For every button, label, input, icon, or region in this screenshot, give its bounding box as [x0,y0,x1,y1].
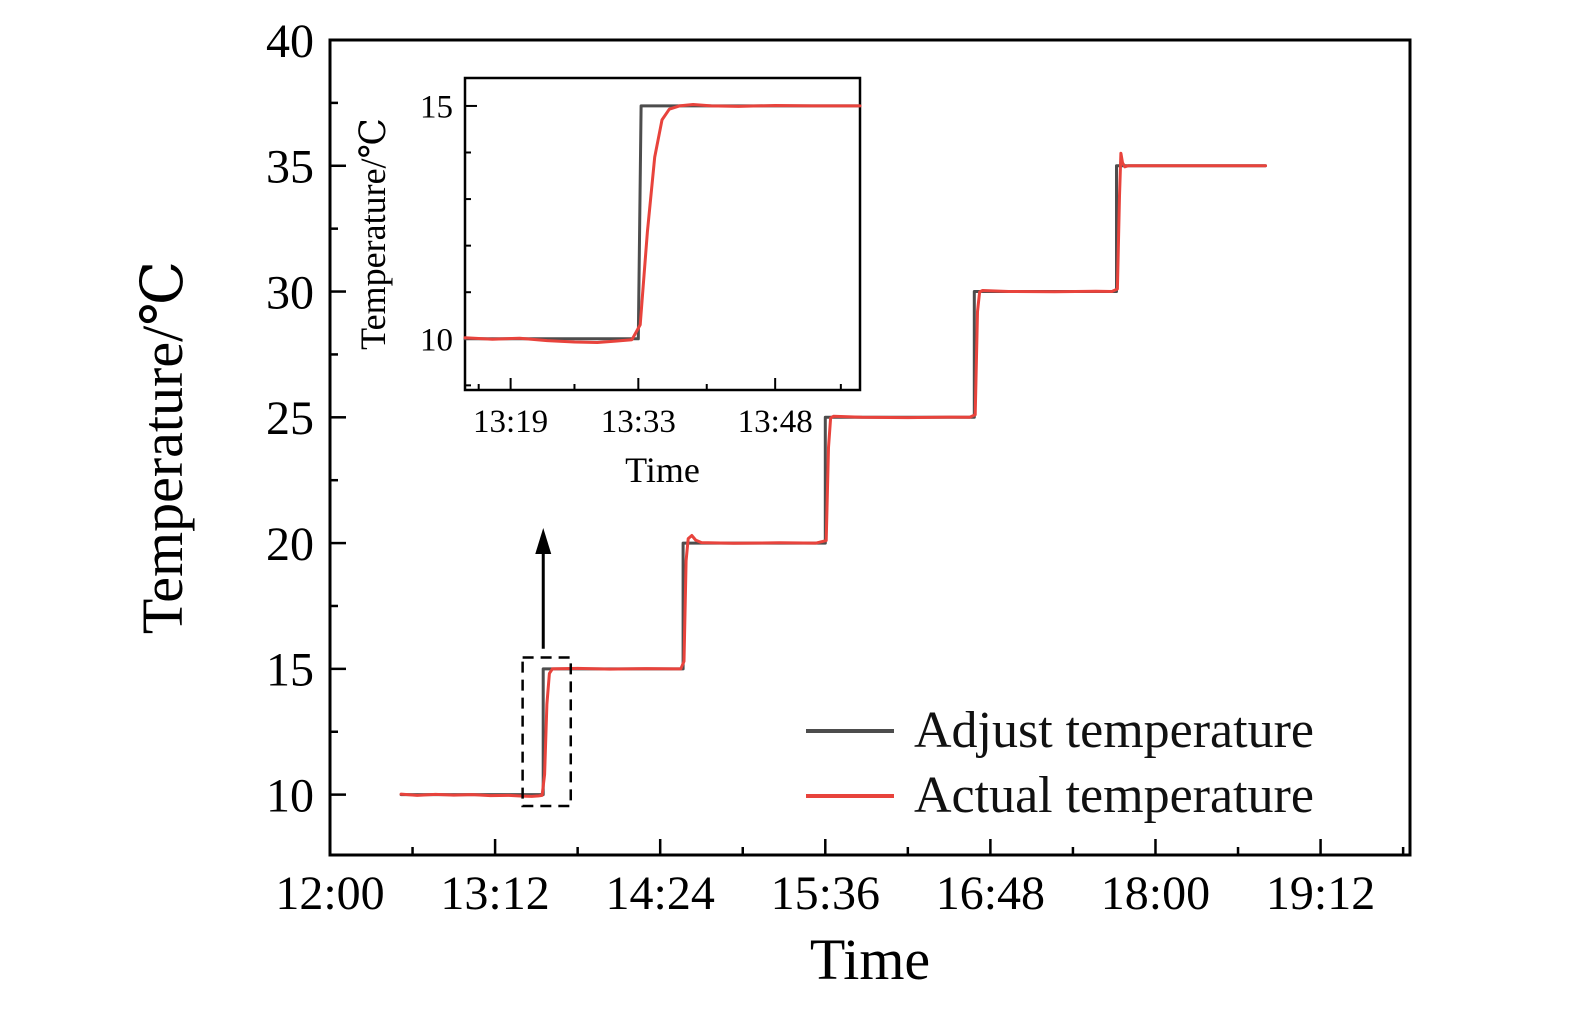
main-x-tick-label: 16:48 [936,867,1045,920]
zoom-annotation [521,527,573,808]
main-x-tick-label: 15:36 [771,867,880,920]
main-x-tick-label: 18:00 [1101,867,1210,920]
inset-y-tick-label: 10 [420,322,453,358]
actual-temperature-line-sample [806,793,894,798]
legend-label-adjust-temperature: Adjust temperature [914,702,1314,759]
main-y-axis-title: Temperature/℃ [130,261,195,634]
main-y-tick-label: 40 [266,15,314,68]
main-plot: 12:00 13:12 14:24 15:36 16:48 18:00 19:12 10 15 2… [130,15,1412,992]
inset-y-axis-title: Temperature/℃ [353,118,393,350]
highlight-dashed-box [521,656,573,808]
inset-x-tick-label: 13:19 [473,404,548,440]
main-x-tick-label: 19:12 [1266,867,1375,920]
legend-item-adjust-temperature: Adjust temperature [806,702,1314,759]
inset-x-tick-label: 13:48 [738,404,813,440]
inset-y-tick-label: 15 [420,89,453,125]
main-frame [328,38,1412,857]
inset-x-axis-title: Time [625,450,700,490]
main-x-tick-label: 14:24 [606,867,715,920]
main-y-tick-label: 10 [266,769,314,822]
actual-temperature-line [399,151,1267,798]
legend-label-actual-temperature: Actual temperature [914,767,1314,825]
inset-x-tick-label: 13:33 [601,404,676,440]
adjust-temperature-line-sample [806,728,894,733]
main-y-tick-label: 25 [266,392,314,445]
zoom-arrow-head [535,527,552,554]
main-x-tick-label: 13:12 [440,867,549,920]
legend-item-actual-temperature: Actual temperature [806,767,1314,824]
main-y-tick-label: 15 [266,644,314,697]
inset-plot: 13:19 13:33 13:48 10 15 Time Temperature/℃ [353,76,862,490]
main-x-tick-label: 12:00 [275,867,384,920]
legend: Adjust temperature Actual temperature [806,702,1314,824]
main-y-tick-label: 20 [266,518,314,571]
main-y-tick-label: 30 [266,266,314,319]
actual-temperature-line [463,103,862,344]
main-y-tick-label: 35 [266,141,314,194]
main-x-axis-title: Time [810,927,930,992]
